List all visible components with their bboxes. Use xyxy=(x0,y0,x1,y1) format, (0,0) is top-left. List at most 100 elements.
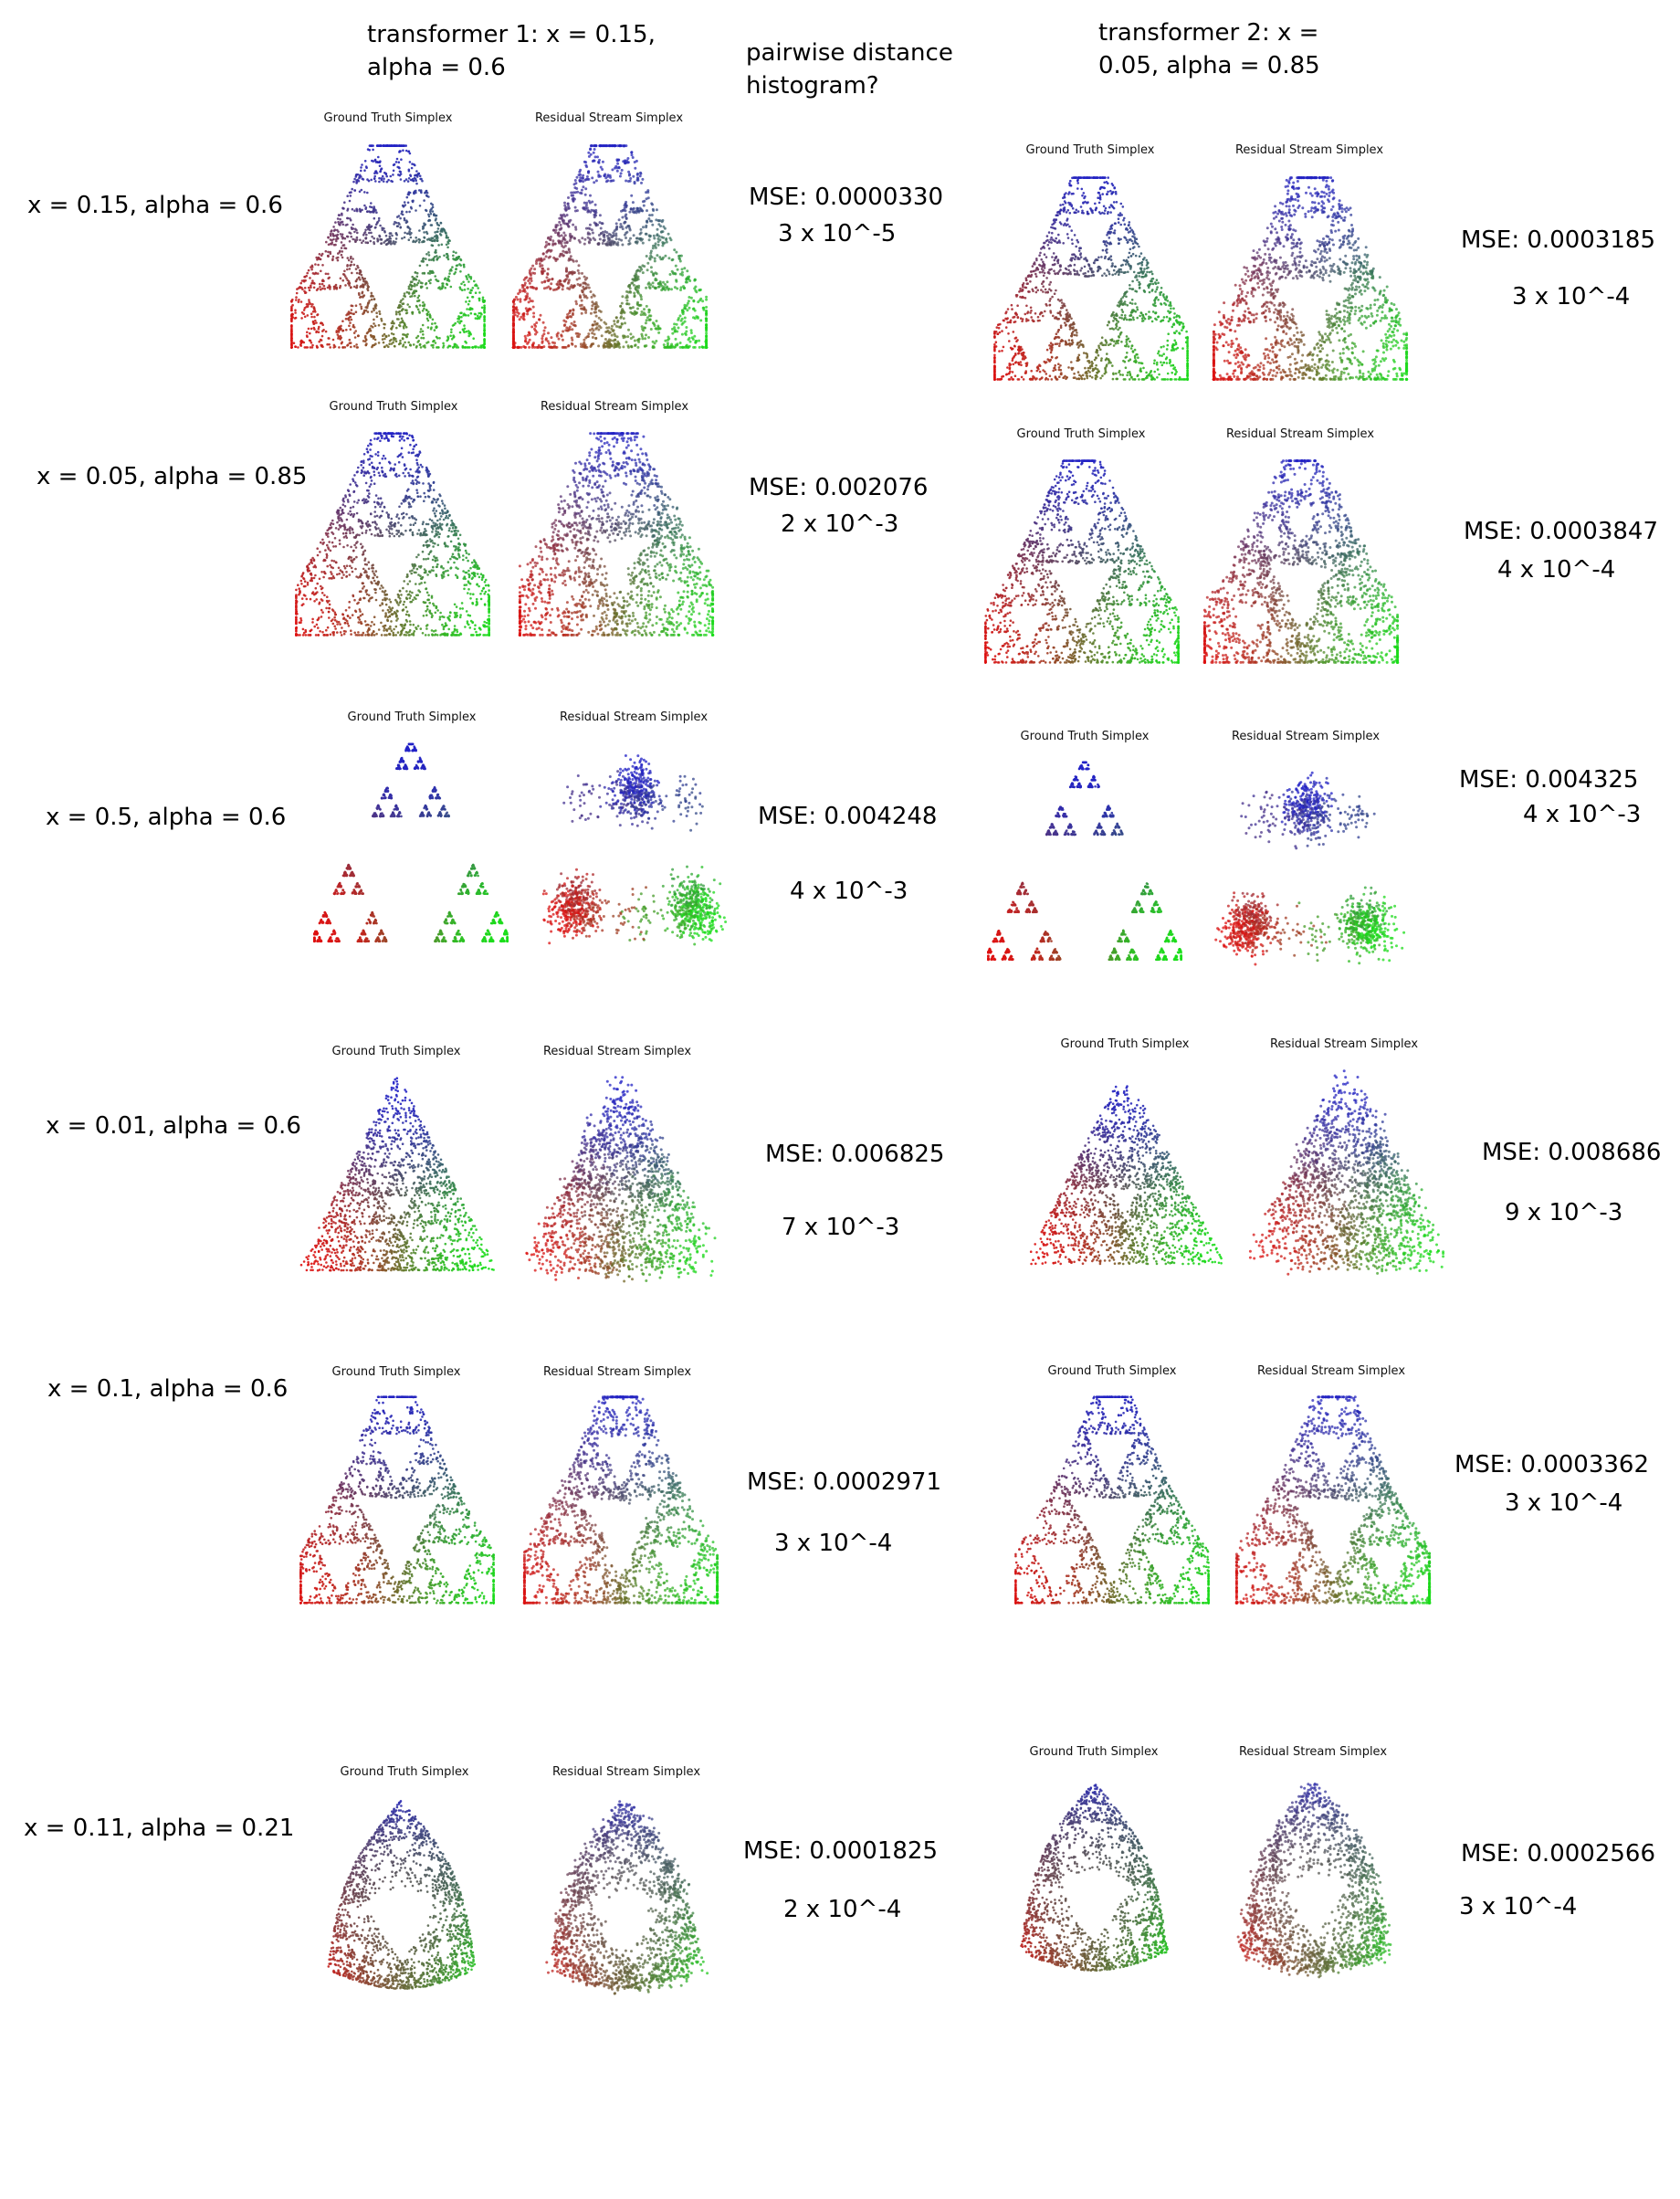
residual-stream-point-cloud xyxy=(525,1076,717,1283)
mse-approx: 4 x 10^-3 xyxy=(1523,796,1641,833)
residual-stream-title: Residual Stream Simplex xyxy=(543,1045,691,1059)
ground-truth-simplex-plot xyxy=(1012,1393,1213,1607)
ground-truth-point-cloud xyxy=(299,1077,495,1272)
row-label: x = 0.1, alpha = 0.6 xyxy=(47,1371,288,1407)
ground-truth-title: Ground Truth Simplex xyxy=(348,710,477,725)
ground-truth-point-cloud xyxy=(313,742,509,943)
mse-approx: 2 x 10^-4 xyxy=(783,1891,901,1928)
mse-value: MSE: 0.004325 xyxy=(1459,762,1638,798)
mse-approx: 2 x 10^-3 xyxy=(781,506,898,542)
ground-truth-point-cloud xyxy=(295,432,490,637)
residual-stream-title: Residual Stream Simplex xyxy=(1235,143,1383,158)
residual-stream-simplex-plot xyxy=(520,1393,721,1607)
ground-truth-point-cloud xyxy=(1029,1085,1223,1266)
mse-value: MSE: 0.0003362 xyxy=(1454,1447,1649,1483)
ground-truth-title: Ground Truth Simplex xyxy=(1048,1364,1177,1379)
ground-truth-title: Ground Truth Simplex xyxy=(1030,1745,1159,1760)
ground-truth-point-cloud xyxy=(299,1395,495,1605)
residual-stream-simplex-plot xyxy=(1219,1772,1411,1986)
ground-truth-point-cloud xyxy=(1014,1395,1210,1605)
residual-stream-title: Residual Stream Simplex xyxy=(541,400,688,415)
row-label: x = 0.11, alpha = 0.21 xyxy=(24,1810,294,1847)
ground-truth-title: Ground Truth Simplex xyxy=(341,1765,469,1780)
residual-stream-simplex-plot xyxy=(1210,174,1411,384)
residual-stream-title: Residual Stream Simplex xyxy=(543,1365,691,1380)
residual-stream-point-cloud xyxy=(545,1800,709,1995)
residual-stream-point-cloud xyxy=(1236,1783,1392,1979)
mse-value: MSE: 0.002076 xyxy=(749,469,928,506)
mse-value: MSE: 0.0002971 xyxy=(747,1464,941,1500)
ground-truth-point-cloud xyxy=(993,176,1189,381)
residual-stream-simplex-plot xyxy=(534,740,735,959)
ground-truth-simplex-plot xyxy=(982,457,1182,667)
ground-truth-title: Ground Truth Simplex xyxy=(332,1045,461,1059)
row-label: x = 0.15, alpha = 0.6 xyxy=(27,187,283,224)
ground-truth-simplex-plot xyxy=(297,1073,498,1288)
residual-stream-point-cloud xyxy=(522,1395,719,1605)
residual-stream-point-cloud xyxy=(518,432,715,637)
mse-value: MSE: 0.008686 xyxy=(1482,1134,1661,1171)
ground-truth-point-cloud xyxy=(987,761,1182,962)
mse-approx: 9 x 10^-3 xyxy=(1505,1194,1622,1231)
residual-stream-simplex-plot xyxy=(520,1073,721,1288)
residual-stream-simplex-plot xyxy=(1246,1067,1447,1281)
residual-stream-title: Residual Stream Simplex xyxy=(1239,1745,1387,1760)
residual-stream-simplex-plot xyxy=(530,1790,721,2004)
residual-stream-title: Residual Stream Simplex xyxy=(1257,1364,1405,1379)
mse-value: MSE: 0.0002566 xyxy=(1461,1836,1655,1872)
ground-truth-title: Ground Truth Simplex xyxy=(1017,427,1146,442)
residual-stream-point-cloud xyxy=(511,144,709,349)
ground-truth-simplex-plot xyxy=(288,142,488,352)
row-label: x = 0.5, alpha = 0.6 xyxy=(46,799,286,836)
residual-stream-simplex-plot xyxy=(1201,457,1402,667)
mse-approx: 7 x 10^-3 xyxy=(782,1209,899,1246)
residual-stream-point-cloud xyxy=(1214,771,1406,966)
ground-truth-title: Ground Truth Simplex xyxy=(1026,143,1155,158)
ground-truth-point-cloud xyxy=(327,1800,477,1990)
ground-truth-title: Ground Truth Simplex xyxy=(324,111,453,126)
residual-stream-point-cloud xyxy=(1212,176,1409,381)
transformer2-header-line2: 0.05, alpha = 0.85 xyxy=(1098,47,1320,84)
mse-approx: 3 x 10^-4 xyxy=(1512,279,1630,315)
row-label: x = 0.05, alpha = 0.85 xyxy=(37,458,307,495)
residual-stream-point-cloud xyxy=(1234,1395,1432,1605)
mse-approx: 4 x 10^-4 xyxy=(1497,552,1615,588)
transformer1-header-line2: alpha = 0.6 xyxy=(367,49,506,86)
residual-stream-title: Residual Stream Simplex xyxy=(535,111,683,126)
residual-stream-point-cloud xyxy=(541,754,728,946)
mse-value: MSE: 0.004248 xyxy=(758,798,937,835)
mse-approx: 3 x 10^-4 xyxy=(1505,1485,1622,1521)
residual-stream-point-cloud xyxy=(1202,459,1400,664)
histogram-note-line2: histogram? xyxy=(746,68,879,104)
mse-value: MSE: 0.0003847 xyxy=(1464,513,1658,550)
mse-approx: 4 x 10^-3 xyxy=(790,873,908,910)
residual-stream-simplex-plot xyxy=(1207,758,1408,977)
mse-value: MSE: 0.0003185 xyxy=(1461,222,1655,258)
ground-truth-simplex-plot xyxy=(306,1790,498,2004)
ground-truth-title: Ground Truth Simplex xyxy=(330,400,458,415)
residual-stream-title: Residual Stream Simplex xyxy=(560,710,708,725)
mse-approx: 3 x 10^-4 xyxy=(1459,1889,1577,1925)
residual-stream-title: Residual Stream Simplex xyxy=(1226,427,1374,442)
mse-value: MSE: 0.0001825 xyxy=(743,1833,938,1869)
residual-stream-point-cloud xyxy=(1248,1069,1445,1276)
ground-truth-simplex-plot xyxy=(1024,1067,1225,1281)
mse-value: MSE: 0.0000330 xyxy=(749,179,943,216)
ground-truth-simplex-plot xyxy=(297,1393,498,1607)
mse-approx: 3 x 10^-5 xyxy=(778,216,896,252)
residual-stream-title: Residual Stream Simplex xyxy=(1232,730,1380,744)
ground-truth-simplex-plot xyxy=(998,1772,1190,1986)
ground-truth-point-cloud xyxy=(1020,1783,1169,1972)
ground-truth-title: Ground Truth Simplex xyxy=(332,1365,461,1380)
residual-stream-simplex-plot xyxy=(1233,1393,1433,1607)
mse-value: MSE: 0.006825 xyxy=(765,1136,944,1173)
residual-stream-simplex-plot xyxy=(516,429,717,639)
ground-truth-title: Ground Truth Simplex xyxy=(1021,730,1150,744)
ground-truth-simplex-plot xyxy=(984,758,1185,977)
ground-truth-simplex-plot xyxy=(310,740,511,959)
mse-approx: 3 x 10^-4 xyxy=(774,1525,892,1562)
residual-stream-title: Residual Stream Simplex xyxy=(1270,1037,1418,1052)
residual-stream-simplex-plot xyxy=(509,142,710,352)
transformer2-header-line1: transformer 2: x = xyxy=(1098,15,1318,51)
ground-truth-title: Ground Truth Simplex xyxy=(1061,1037,1190,1052)
